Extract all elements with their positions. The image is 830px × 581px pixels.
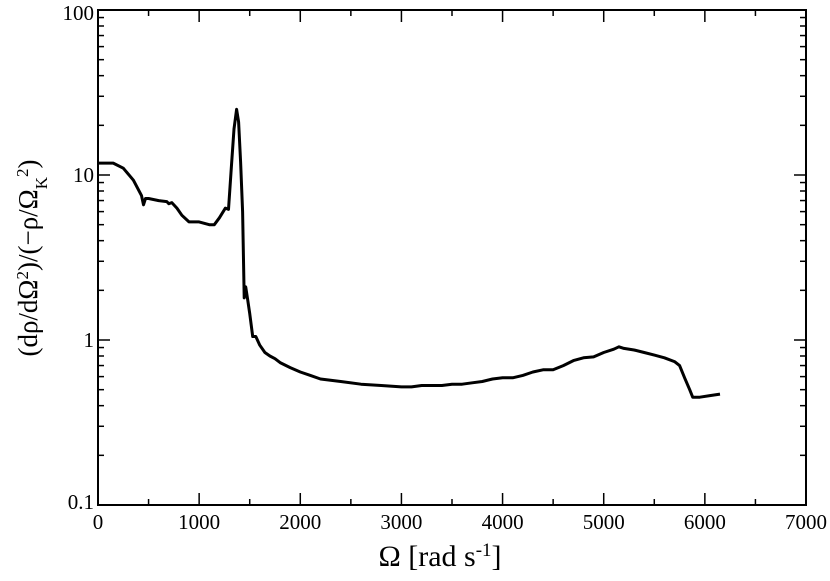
- y-axis-label-part-1: (dρ/dΩ: [13, 280, 43, 357]
- x-tick-label: 4000: [482, 510, 524, 534]
- series-line: [98, 107, 721, 399]
- x-tick-label: 1000: [178, 510, 220, 534]
- y-axis-label-part-2: )/(−ρ/Ω: [13, 189, 43, 271]
- x-tick-label: 2000: [279, 510, 321, 534]
- plot-frame: [97, 9, 807, 506]
- x-axis-label-text: Ω [rad s: [378, 540, 475, 573]
- axis-ticks: [97, 9, 807, 506]
- x-tick-label: 0: [93, 510, 104, 534]
- x-axis-label: Ω [rad s-1]: [378, 540, 501, 574]
- y-axis-label-subscript: K: [32, 176, 51, 189]
- x-tick-label: 7000: [785, 510, 827, 534]
- y-tick-label: 1: [84, 328, 95, 352]
- x-tick-label: 3000: [380, 510, 422, 534]
- y-tick-label: 10: [73, 163, 94, 187]
- y-axis-label: (dρ/dΩ2)/(−ρ/ΩK2): [13, 159, 51, 356]
- axis-tick-labels: 0 1000 2000 3000 4000 5000 6000 7000 0.1 1 10 100: [63, 1, 828, 534]
- x-axis-label-tail: ]: [492, 540, 502, 573]
- y-axis-label-superscript-1: 2: [13, 271, 32, 280]
- y-tick-label: 0.1: [68, 490, 94, 514]
- x-tick-label: 6000: [684, 510, 726, 534]
- y-axis-label-part-3: ): [13, 159, 43, 168]
- x-tick-label: 5000: [583, 510, 625, 534]
- y-axis-label-superscript-2: 2: [13, 168, 32, 177]
- y-tick-label: 100: [63, 1, 95, 25]
- x-axis-label-superscript: -1: [476, 540, 492, 561]
